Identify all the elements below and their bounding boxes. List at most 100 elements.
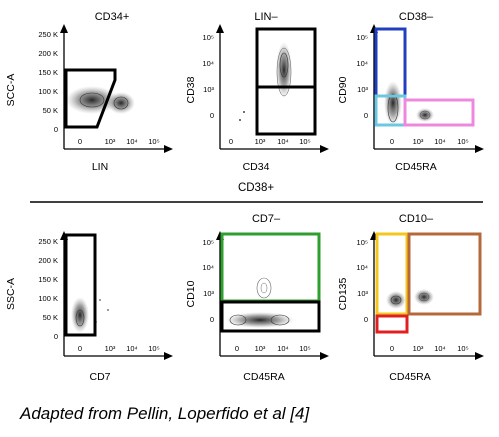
y-tick-label: 50 K (43, 106, 58, 115)
gate-red (375, 314, 409, 334)
section-label: CD38+ (238, 182, 274, 194)
x-tick-label: 0 (229, 137, 233, 146)
x-tick-labels: 0 10³ 10⁴ 10⁵ (390, 137, 469, 146)
y-tick-label: 10³ (203, 289, 214, 298)
y-tick-label: 50 K (43, 313, 58, 322)
panel-title: CD7– (252, 213, 281, 225)
y-tick-label: 10⁴ (202, 263, 214, 272)
y-tick-label: 10⁵ (357, 33, 368, 42)
x-tick-label: 10⁴ (277, 344, 289, 353)
x-tick-label: 10⁴ (126, 344, 138, 353)
x-tick-label: 10⁴ (434, 137, 446, 146)
density-plot (66, 86, 135, 114)
density-plot (386, 289, 434, 309)
y-tick-label: 10³ (357, 85, 368, 94)
axes (216, 24, 329, 153)
y-axis-label: SCC-A (5, 74, 17, 107)
x-tick-label: 10³ (105, 344, 116, 353)
gate-cd38-low (255, 85, 317, 136)
x-tick-labels: 0 10³ 10⁴ 10⁵ (229, 137, 311, 146)
y-tick-labels: 10⁵ 10⁴ 10³ 0 (356, 238, 368, 324)
y-axis-label: CD135 (337, 277, 349, 310)
y-tick-label: 150 K (38, 68, 58, 77)
axes (60, 231, 173, 360)
x-axis-label: LIN (92, 161, 108, 173)
x-tick-labels: 0 10³ 10⁴ 10⁵ (235, 344, 311, 353)
x-tick-label: 10⁴ (434, 344, 446, 353)
y-tick-label: 200 K (38, 256, 58, 265)
panel-cd34pos: CD34+ SCC-A 250 K 200 K 150 K 100 K 50 K… (5, 11, 173, 173)
gate-polygon (64, 68, 117, 129)
y-tick-label: 0 (210, 111, 214, 120)
x-tick-label: 10⁵ (299, 137, 310, 146)
y-tick-label: 250 K (38, 30, 58, 39)
x-tick-label: 0 (235, 344, 239, 353)
panel-title: CD34+ (95, 11, 130, 23)
y-tick-label: 100 K (38, 294, 58, 303)
y-tick-label: 0 (54, 125, 58, 134)
x-tick-label: 10³ (255, 137, 266, 146)
y-tick-labels: 10⁵ 10⁴ 10³ 0 (356, 33, 368, 120)
y-tick-label: 100 K (38, 87, 58, 96)
axes (60, 24, 173, 153)
x-tick-label: 10³ (413, 344, 424, 353)
y-tick-labels: 10⁵ 10⁴ 10³ 0 (202, 33, 214, 120)
x-tick-label: 10⁴ (126, 137, 138, 146)
density-plot (239, 42, 292, 121)
y-tick-label: 250 K (38, 237, 58, 246)
x-axis-label: CD7 (89, 371, 110, 383)
panel-title: CD10– (399, 213, 434, 225)
x-tick-label: 0 (390, 137, 394, 146)
axes (370, 231, 484, 360)
y-tick-label: 10⁴ (356, 263, 368, 272)
y-tick-label: 10⁵ (203, 238, 214, 247)
y-tick-label: 10⁴ (356, 59, 368, 68)
y-tick-labels: 10⁵ 10⁴ 10³ 0 (202, 238, 214, 324)
y-tick-label: 150 K (38, 275, 58, 284)
x-tick-label: 0 (78, 344, 82, 353)
y-tick-label: 0 (54, 332, 58, 341)
x-tick-label: 10³ (255, 344, 266, 353)
y-tick-label: 10⁵ (203, 33, 214, 42)
density-plot (226, 277, 294, 328)
y-tick-labels: 250 K 200 K 150 K 100 K 50 K 0 (38, 30, 58, 134)
y-tick-label: 10³ (357, 289, 368, 298)
y-tick-label: 0 (210, 315, 214, 324)
y-tick-label: 0 (364, 111, 368, 120)
y-tick-label: 10³ (203, 85, 214, 94)
x-tick-label: 0 (390, 344, 394, 353)
y-tick-label: 10⁵ (357, 238, 368, 247)
x-tick-labels: 0 10³ 10⁴ 10⁵ (390, 344, 469, 353)
y-axis-label: CD10 (185, 280, 197, 307)
panel-cd38neg: CD38– CD90 10⁵ 10⁴ 10³ 0 0 10³ 10⁴ 10⁵ C… (337, 11, 484, 173)
panel-cd10neg: CD10– CD135 10⁵ 10⁴ 10³ 0 0 10³ 10⁴ 10⁵ … (337, 213, 484, 383)
x-tick-label: 10³ (105, 137, 116, 146)
y-tick-label: 200 K (38, 49, 58, 58)
y-axis-label: SSC-A (5, 278, 17, 310)
density-plot (384, 81, 434, 125)
x-tick-label: 10⁵ (148, 137, 159, 146)
gate-pink (403, 98, 475, 127)
x-tick-label: 0 (78, 137, 82, 146)
x-tick-label: 10⁵ (299, 344, 310, 353)
gate-rect (64, 233, 97, 337)
panel-cd38pos: SSC-A 250 K 200 K 150 K 100 K 50 K 0 0 1… (5, 231, 173, 383)
y-tick-label: 10⁴ (202, 59, 214, 68)
y-axis-label: CD38 (185, 76, 197, 103)
x-axis-label: CD45RA (243, 371, 284, 383)
x-tick-label: 10³ (413, 137, 424, 146)
x-tick-label: 10⁵ (148, 344, 159, 353)
y-tick-label: 0 (364, 315, 368, 324)
y-axis-label: CD90 (337, 76, 349, 103)
x-tick-labels: 0 10³ 10⁴ 10⁵ (78, 137, 160, 146)
gate-yellow (375, 232, 409, 316)
x-tick-label: 10⁴ (277, 137, 289, 146)
x-axis-label: CD45RA (389, 371, 430, 383)
panel-title: LIN– (254, 11, 278, 23)
x-tick-labels: 0 10³ 10⁴ 10⁵ (78, 344, 160, 353)
caption: Adapted from Pellin, Loperfido et al [4] (19, 404, 310, 423)
x-axis-label: CD34 (243, 161, 270, 173)
gate-brown (407, 232, 482, 316)
gate-black (220, 300, 321, 333)
